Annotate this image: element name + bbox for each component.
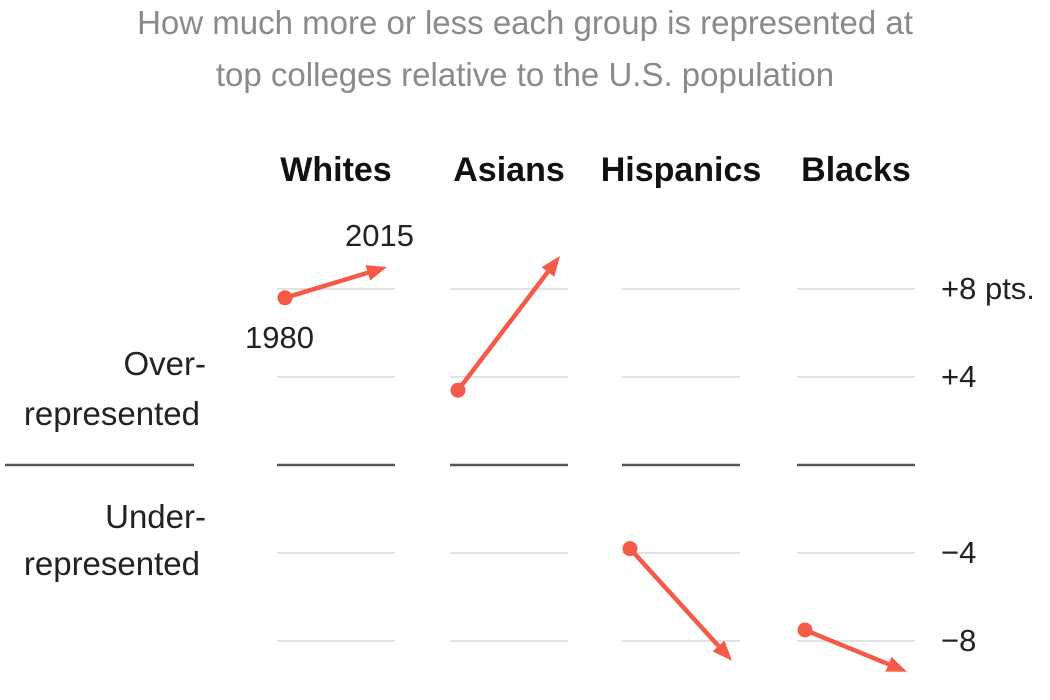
chart-title-line-1: How much more or less each group is repr… [137, 4, 913, 41]
over-represented-label-1: Over- [123, 345, 207, 382]
y-tick-label: −8 [941, 623, 977, 658]
group-label-whites: Whites [280, 151, 392, 189]
under-represented-label-2: represented [23, 545, 200, 582]
start-point-hispanics [622, 541, 638, 557]
end-year-label: 2015 [345, 218, 414, 253]
arrow-line-whites [284, 270, 369, 300]
arrow-line-asians [456, 270, 550, 392]
start-year-label: 1980 [245, 320, 314, 355]
arrow-line-hispanics [628, 547, 721, 648]
y-tick-label: +4 [941, 359, 977, 394]
start-point-asians [450, 382, 466, 398]
over-represented-label-2: represented [23, 395, 200, 432]
arrow-head-whites [365, 265, 387, 281]
chart-title-line-2: top colleges relative to the U.S. popula… [215, 56, 835, 93]
group-label-asians: Asians [453, 151, 565, 189]
arrow-line-blacks [804, 627, 890, 667]
start-point-whites [277, 290, 293, 306]
start-point-blacks [797, 622, 813, 638]
y-tick-label: +8 pts. [941, 271, 1035, 306]
arrow-head-blacks [885, 656, 907, 672]
arrow-head-asians [541, 256, 560, 277]
arrow-head-hispanics [712, 640, 732, 661]
y-tick-label: −4 [941, 535, 977, 570]
group-label-hispanics: Hispanics [600, 151, 762, 189]
under-represented-label-1: Under- [105, 498, 206, 535]
group-label-blacks: Blacks [801, 151, 911, 189]
